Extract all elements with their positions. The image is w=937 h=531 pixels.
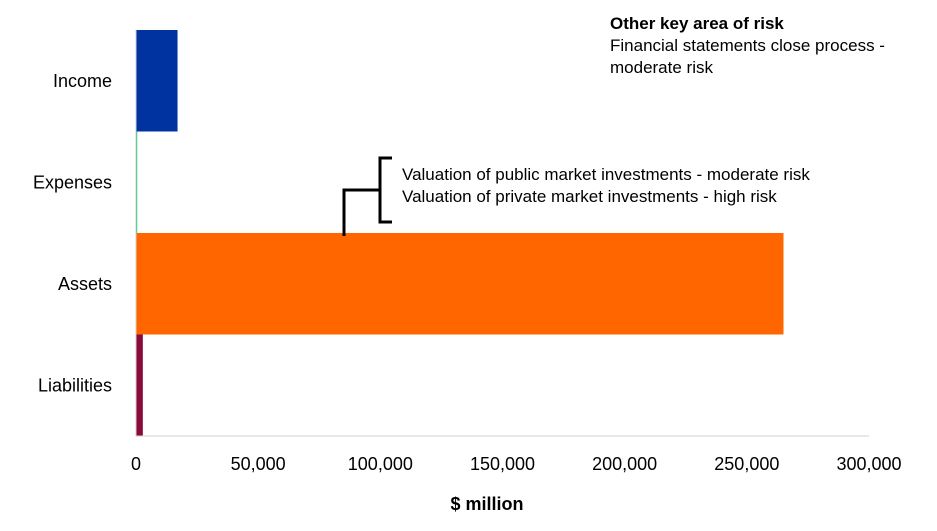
- category-labels: Income Expenses Assets Liabilities: [33, 71, 112, 396]
- category-label-expenses: Expenses: [33, 172, 112, 192]
- bar-assets: [136, 233, 783, 335]
- bar-income: [136, 30, 178, 132]
- x-tick-label: 50,000: [231, 454, 286, 474]
- asset-risk-bracket: [344, 158, 392, 236]
- other-risk-title: Other key area of risk: [610, 13, 885, 35]
- x-tick-label: 150,000: [470, 454, 535, 474]
- x-tick-label: 100,000: [348, 454, 413, 474]
- x-tick-label: 0: [131, 454, 141, 474]
- category-label-assets: Assets: [58, 274, 112, 294]
- bar-liabilities: [136, 335, 143, 437]
- bars-group: [136, 30, 783, 436]
- x-tick-label: 250,000: [714, 454, 779, 474]
- other-risk-line-2: moderate risk: [610, 57, 885, 79]
- asset-risk-line-2: Valuation of private market investments …: [402, 186, 810, 208]
- x-axis-label: $ million: [450, 494, 523, 514]
- x-tick-label: 200,000: [592, 454, 657, 474]
- category-label-income: Income: [53, 71, 112, 91]
- asset-risk-note: Valuation of public market investments -…: [402, 164, 810, 208]
- other-risk-line-1: Financial statements close process -: [610, 35, 885, 57]
- asset-risk-line-1: Valuation of public market investments -…: [402, 164, 810, 186]
- x-tick-label: 300,000: [836, 454, 901, 474]
- category-label-liabilities: Liabilities: [38, 375, 112, 395]
- x-tick-labels: 0 50,000 100,000 150,000 200,000 250,000 300,0…: [131, 454, 902, 474]
- other-risk-note: Other key area of risk Financial stateme…: [610, 13, 885, 79]
